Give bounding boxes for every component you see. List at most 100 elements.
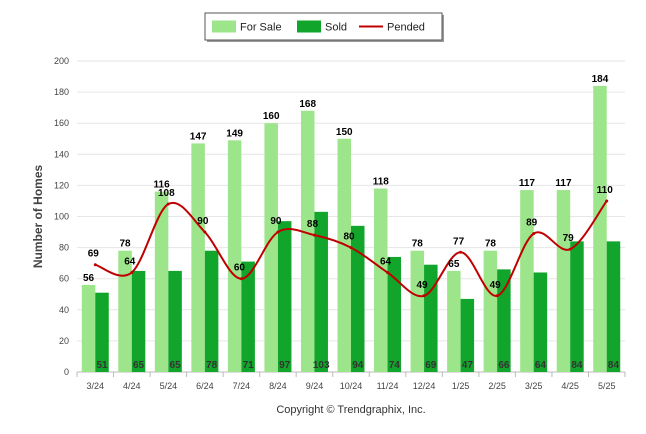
x-tick-label: 9/24 — [306, 381, 324, 391]
bar-for-sale — [337, 138, 351, 372]
for-sale-value-label: 168 — [299, 99, 316, 110]
pended-point — [166, 202, 170, 206]
bars — [81, 85, 621, 372]
x-tick-label: 2/25 — [488, 381, 506, 391]
for-sale-value-label: 56 — [83, 273, 95, 284]
legend-label-sold: Sold — [325, 22, 347, 34]
x-tick-label: 12/24 — [413, 381, 436, 391]
x-tick-label: 4/24 — [123, 381, 141, 391]
pended-point — [568, 247, 572, 251]
bar-for-sale — [300, 110, 315, 372]
y-tick-label: 180 — [54, 87, 69, 97]
y-axis-label: Number of Homes — [31, 165, 45, 269]
y-tick-label: 140 — [54, 149, 69, 159]
sold-value-label: 78 — [206, 360, 218, 371]
sold-value-label: 74 — [389, 360, 401, 371]
bar-for-sale — [483, 250, 498, 372]
sold-value-label: 64 — [535, 360, 547, 371]
pended-point — [203, 230, 207, 234]
sold-value-label: 94 — [352, 360, 364, 371]
bar-sold — [460, 298, 475, 372]
pended-point — [312, 233, 316, 237]
x-tick-label: 5/25 — [598, 381, 616, 391]
pended-value-label: 64 — [124, 256, 136, 267]
sold-value-label: 84 — [608, 360, 620, 371]
pended-value-label: 80 — [343, 232, 355, 243]
pended-value-label: 110 — [597, 185, 614, 196]
pended-point — [276, 230, 280, 234]
pended-point — [93, 263, 97, 267]
sold-value-label: 71 — [243, 360, 255, 371]
bar-sold — [351, 225, 365, 372]
bar-sold — [424, 264, 438, 372]
bar-sold — [570, 241, 584, 372]
sold-value-label: 69 — [425, 360, 437, 371]
x-tick-label: 8/24 — [269, 381, 287, 391]
bar-for-sale — [81, 284, 96, 372]
for-sale-value-label: 118 — [373, 177, 390, 188]
bar-for-sale — [227, 140, 242, 372]
sold-value-label: 97 — [279, 360, 291, 371]
pended-value-label: 89 — [526, 218, 538, 229]
x-tick-label: 11/24 — [377, 381, 399, 391]
pended-value-label: 77 — [453, 236, 465, 247]
data-labels: 56 51 78 65 116 65 147 78 149 71 160 97 168 103 150 94 1… — [83, 74, 620, 371]
x-tick-label: 4/25 — [561, 381, 579, 391]
pended-value-label: 64 — [380, 256, 392, 267]
pended-point — [239, 277, 243, 281]
bar-sold — [387, 256, 402, 372]
x-tick-label: 3/25 — [525, 381, 543, 391]
pended-point — [386, 270, 390, 274]
y-tick-label: 160 — [54, 118, 69, 128]
bar-for-sale — [154, 191, 169, 372]
legend-swatch-sold — [297, 20, 321, 33]
pended-point — [532, 232, 536, 236]
pended-point — [605, 199, 609, 203]
sold-value-label: 65 — [133, 360, 145, 371]
for-sale-value-label: 149 — [226, 128, 243, 139]
bar-sold — [95, 292, 109, 372]
y-tick-label: 120 — [54, 180, 69, 190]
bar-sold — [204, 250, 219, 372]
for-sale-value-label: 78 — [119, 239, 131, 250]
axes: 0 20 40 60 80 100 120 140 160 180 200 3/24 4/24 5/24 6… — [54, 56, 626, 391]
pended-line — [93, 199, 609, 298]
pended-value-label: 69 — [88, 249, 100, 260]
pended-value-label: 90 — [197, 216, 209, 227]
y-tick-label: 20 — [59, 336, 69, 346]
bar-for-sale — [447, 270, 461, 372]
pended-point — [422, 294, 426, 298]
bar-for-sale — [556, 190, 571, 372]
for-sale-value-label: 184 — [592, 74, 609, 85]
pended-point — [459, 250, 463, 254]
legend-label-pended: Pended — [387, 22, 425, 34]
y-tick-label: 200 — [54, 56, 69, 66]
sold-value-label: 51 — [96, 360, 108, 371]
for-sale-value-label: 150 — [336, 127, 353, 138]
bar-sold — [241, 261, 255, 372]
x-tick-label: 1/25 — [452, 381, 470, 391]
pended-value-label: 49 — [417, 280, 429, 291]
for-sale-value-label: 78 — [412, 239, 424, 250]
bar-sold — [168, 270, 182, 372]
x-tick-label: 7/24 — [233, 381, 251, 391]
pended-point — [349, 246, 353, 250]
legend: For Sale Sold Pended — [204, 12, 444, 42]
for-sale-value-label: 147 — [190, 131, 207, 142]
for-sale-value-label: 78 — [485, 239, 497, 250]
y-tick-label: 0 — [64, 367, 69, 377]
x-tick-label: 3/24 — [87, 381, 105, 391]
x-tick-label: 10/24 — [340, 381, 363, 391]
copyright-text: Copyright © Trendgraphix, Inc. — [276, 404, 425, 416]
for-sale-value-label: 65 — [448, 259, 460, 270]
sold-value-label: 103 — [313, 360, 330, 371]
sold-value-label: 47 — [462, 360, 474, 371]
pended-value-label: 60 — [234, 263, 246, 274]
legend-box — [204, 12, 443, 41]
bar-sold — [131, 270, 146, 372]
bar-for-sale — [264, 123, 278, 372]
y-tick-label: 100 — [54, 212, 69, 222]
legend-label-for-sale: For Sale — [240, 22, 282, 34]
bar-for-sale — [118, 250, 132, 372]
